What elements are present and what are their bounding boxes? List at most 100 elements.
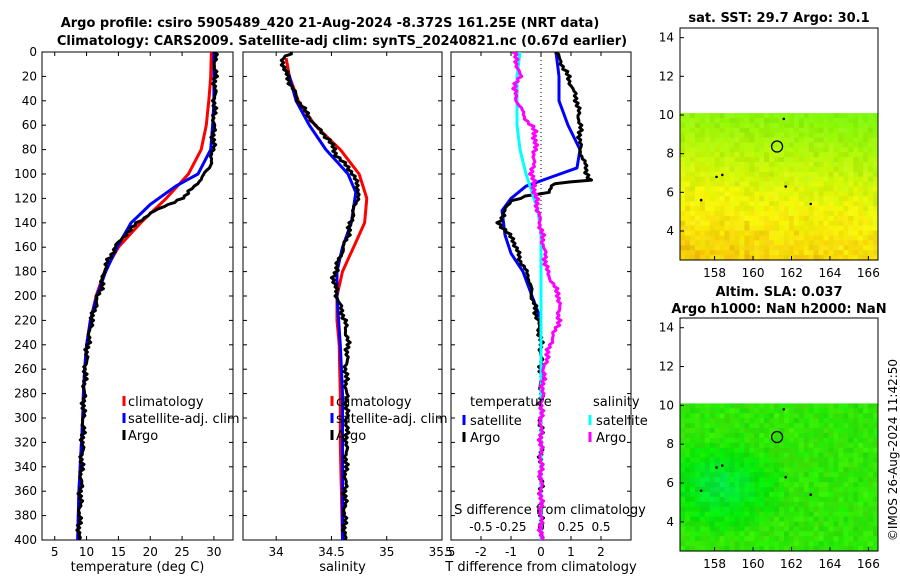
map-cell: [729, 423, 735, 429]
map-cell: [873, 162, 879, 168]
y-tick-label: 340: [14, 460, 37, 474]
map-cell: [853, 432, 859, 439]
map-cell: [704, 196, 711, 202]
map-cell: [868, 492, 874, 498]
map-cell: [764, 526, 770, 532]
map-cell: [680, 423, 686, 429]
map-cell: [873, 403, 879, 409]
map-cell: [739, 492, 745, 498]
map-cell: [749, 230, 755, 237]
x-tick-label: -1: [505, 545, 517, 559]
map-cell: [685, 467, 691, 473]
map-cell: [724, 211, 730, 217]
map-cell: [779, 452, 785, 459]
map-cell: [744, 166, 750, 173]
map-cell: [729, 457, 735, 463]
map-cell: [744, 142, 750, 148]
map-cell: [704, 206, 711, 212]
y-tick-label: 280: [14, 387, 37, 401]
map-cell: [833, 452, 839, 459]
map-cell: [808, 225, 815, 232]
map-cell: [764, 152, 770, 158]
map-cell: [868, 536, 874, 542]
map-cell: [803, 521, 810, 527]
map-cell: [754, 423, 760, 429]
map-cell: [868, 113, 874, 119]
map-cell: [808, 211, 815, 217]
map-cell: [873, 413, 879, 419]
map-cell: [784, 506, 790, 513]
map-cell: [734, 113, 740, 119]
map-cell: [833, 526, 839, 532]
map-cell: [858, 137, 864, 144]
map-cell: [818, 423, 825, 429]
map-cell: [709, 142, 716, 148]
map-cell: [749, 506, 755, 513]
map-cell: [774, 122, 780, 129]
y-tick-label: 4: [666, 515, 674, 529]
map-cell: [793, 255, 800, 261]
map-cell: [709, 516, 716, 523]
map-cell: [709, 413, 716, 419]
map-cell: [714, 132, 721, 139]
map-cell: [769, 516, 775, 523]
map-cell: [823, 521, 829, 527]
map-cell: [798, 526, 805, 532]
map-cell: [808, 428, 815, 434]
map-cell: [699, 511, 706, 518]
map-cell: [729, 408, 735, 414]
map-cell: [734, 472, 740, 478]
map-cell: [699, 118, 706, 124]
map-cell: [784, 230, 790, 237]
map-cell: [853, 457, 859, 463]
map-cell: [734, 118, 740, 124]
map-cell: [813, 506, 820, 513]
map-cell: [843, 122, 849, 129]
y-tick-label: 320: [14, 435, 37, 449]
map-cell: [833, 250, 839, 256]
map-cell: [808, 462, 815, 468]
map-cell: [724, 496, 730, 503]
map-cell: [863, 250, 869, 256]
map-cell: [788, 171, 795, 178]
map-cell: [714, 477, 721, 483]
map-cell: [788, 418, 795, 424]
map-cell: [848, 230, 854, 237]
map-cell: [744, 541, 750, 547]
map-cell: [729, 403, 735, 409]
map-cell: [764, 477, 770, 483]
map-cell: [719, 137, 726, 144]
map-cell: [833, 467, 839, 473]
map-cell: [838, 432, 844, 439]
map-cell: [685, 472, 691, 478]
map-cell: [813, 176, 820, 183]
map-cell: [858, 531, 864, 537]
map-cell: [744, 118, 750, 124]
map-cell: [759, 432, 765, 439]
map-cell: [838, 137, 844, 144]
map-cell: [833, 152, 839, 158]
map-cell: [724, 166, 730, 173]
map-cell: [784, 423, 790, 429]
map-cell: [694, 166, 701, 173]
map-cell: [798, 408, 805, 414]
map-cell: [813, 206, 820, 212]
map-cell: [754, 215, 760, 222]
map-cell: [739, 220, 745, 227]
map-cell: [759, 225, 765, 232]
map-cell: [798, 492, 805, 498]
map-cell: [699, 442, 706, 449]
map-cell: [694, 437, 701, 444]
map-cell: [734, 250, 740, 256]
map-cell: [848, 201, 854, 207]
map-cell: [764, 186, 770, 192]
map-cell: [868, 211, 874, 217]
map-cell: [784, 176, 790, 183]
map-cell: [803, 428, 810, 434]
map-cell: [793, 452, 800, 459]
map-cell: [784, 413, 790, 419]
map-cell: [848, 162, 854, 168]
map-cell: [818, 477, 825, 483]
map-cell: [759, 408, 765, 414]
map-cell: [818, 176, 825, 183]
